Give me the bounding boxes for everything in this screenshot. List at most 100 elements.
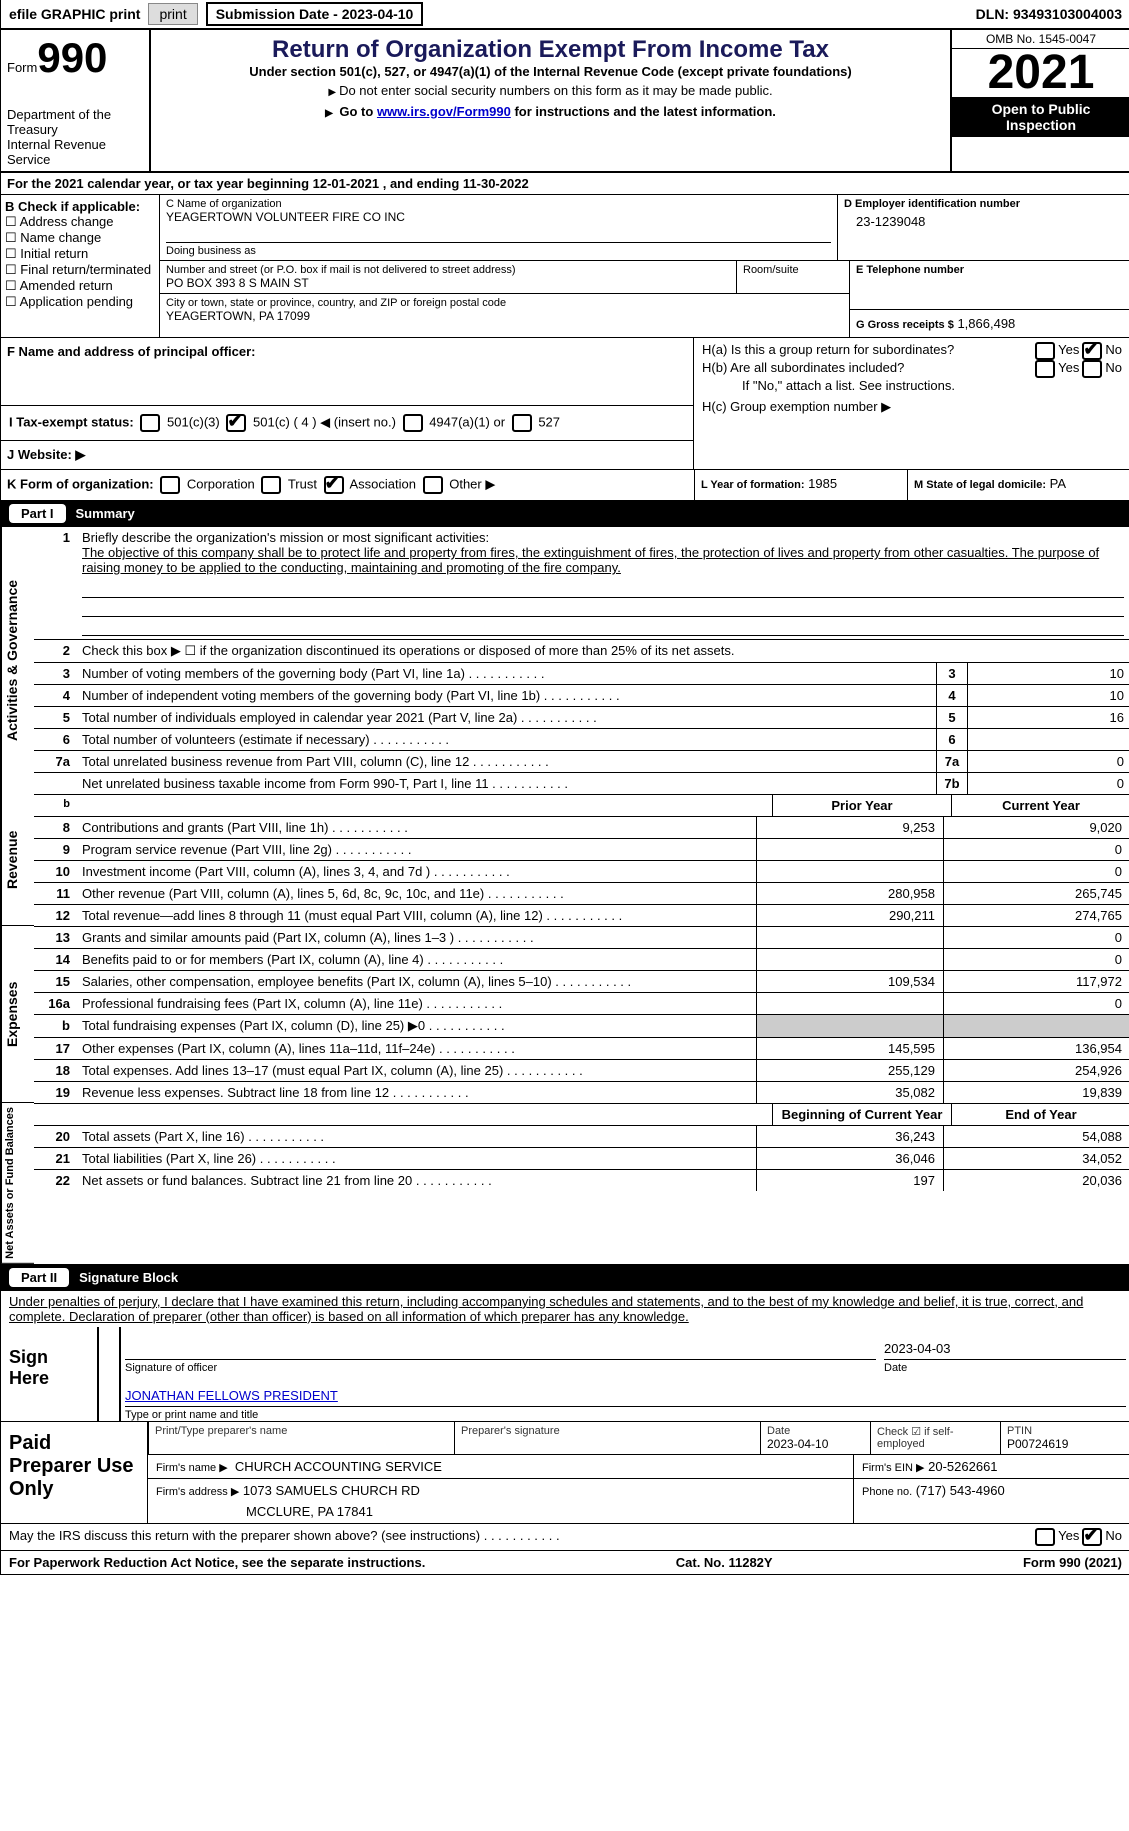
b-head: b <box>34 795 76 816</box>
sign-here-label: Sign Here <box>1 1327 97 1421</box>
current-val: 254,926 <box>943 1060 1129 1081</box>
h-a: H(a) Is this a group return for subordin… <box>702 342 1032 360</box>
k-trust[interactable] <box>261 476 281 494</box>
hb-no[interactable] <box>1082 360 1102 378</box>
k-assoc[interactable] <box>324 476 344 494</box>
chk-4947[interactable] <box>403 414 423 432</box>
prior-val: 35,082 <box>756 1082 943 1103</box>
line-num <box>34 773 76 794</box>
line-label: Net unrelated business taxable income fr… <box>76 773 936 794</box>
opt-corp: Corporation <box>187 476 255 491</box>
hb-yes[interactable] <box>1035 360 1055 378</box>
irs-label: Internal Revenue Service <box>7 137 143 167</box>
form-word: Form <box>7 60 37 75</box>
h-c: H(c) Group exemption number ▶ <box>702 399 1122 415</box>
paperwork-notice: For Paperwork Reduction Act Notice, see … <box>9 1555 425 1570</box>
chk-527[interactable] <box>512 414 532 432</box>
vlabel-netassets: Net Assets or Fund Balances <box>1 1103 34 1264</box>
box-l-label: L Year of formation: <box>701 479 805 491</box>
box-b-label: B Check if applicable: <box>5 199 155 214</box>
row-num: 21 <box>34 1148 76 1169</box>
line-box: 5 <box>936 707 968 728</box>
yes-lbl: Yes <box>1058 342 1079 360</box>
line-num: 5 <box>34 707 76 728</box>
box-c: C Name of organization YEAGERTOWN VOLUNT… <box>160 195 837 260</box>
k-corp[interactable] <box>160 476 180 494</box>
box-j-label: J Website: ▶ <box>1 440 693 469</box>
end-head: End of Year <box>951 1104 1129 1125</box>
chk-initial[interactable]: Initial return <box>20 246 88 261</box>
line-label: Total number of volunteers (estimate if … <box>76 729 936 750</box>
row-label: Program service revenue (Part VIII, line… <box>76 839 756 860</box>
box-l: L Year of formation: 1985 <box>694 470 907 500</box>
no-lbl: No <box>1105 342 1122 360</box>
arrow-icon <box>325 104 336 119</box>
chk-501c3[interactable] <box>140 414 160 432</box>
jurat-text: Under penalties of perjury, I declare th… <box>1 1291 1129 1327</box>
form990-link[interactable]: www.irs.gov/Form990 <box>377 104 511 119</box>
mission-text: The objective of this company shall be t… <box>82 545 1124 575</box>
ha-no[interactable] <box>1082 342 1102 360</box>
line-label: Total number of individuals employed in … <box>76 707 936 728</box>
dln: DLN: 93493103004003 <box>976 6 1122 22</box>
prior-val <box>756 861 943 882</box>
row-label: Total expenses. Add lines 13–17 (must eq… <box>76 1060 756 1081</box>
chk-final[interactable]: Final return/terminated <box>20 262 151 277</box>
chk-amended[interactable]: Amended return <box>20 278 113 293</box>
row-num: 17 <box>34 1038 76 1059</box>
officer-signature[interactable] <box>125 1341 876 1360</box>
h-b-note: If "No," attach a list. See instructions… <box>702 378 1122 393</box>
box-h: H(a) Is this a group return for subordin… <box>694 338 1129 469</box>
submission-date: Submission Date - 2023-04-10 <box>206 2 424 26</box>
opt-527: 527 <box>538 414 560 429</box>
no-foot: No <box>1105 1528 1122 1546</box>
k-other[interactable] <box>423 476 443 494</box>
row-label: Total revenue—add lines 8 through 11 (mu… <box>76 905 756 926</box>
yes-lbl2: Yes <box>1058 360 1079 378</box>
phone-label: Phone no. <box>862 1486 912 1498</box>
ptin: P00724619 <box>1007 1437 1124 1451</box>
ha-yes[interactable] <box>1035 342 1055 360</box>
efile-label: efile GRAPHIC print <box>9 6 140 22</box>
discuss-no[interactable] <box>1082 1528 1102 1546</box>
print-button[interactable]: print <box>148 3 197 25</box>
prior-val: 290,211 <box>756 905 943 926</box>
line-num: 7a <box>34 751 76 772</box>
row-label: Net assets or fund balances. Subtract li… <box>76 1170 756 1191</box>
opt-501c: 501(c) ( 4 ) ◀ (insert no.) <box>253 414 396 429</box>
ssn-note: Do not enter social security numbers on … <box>157 83 944 98</box>
line2-label: Check this box ▶ ☐ if the organization d… <box>76 640 1129 662</box>
officer-name: JONATHAN FELLOWS PRESIDENT <box>125 1388 1126 1407</box>
line-val: 16 <box>968 707 1129 728</box>
opt-trust: Trust <box>288 476 317 491</box>
chk-app[interactable]: Application pending <box>20 294 133 309</box>
line-num: 4 <box>34 685 76 706</box>
goto-pre: Go to <box>339 104 377 119</box>
box-d-label: D Employer identification number <box>844 198 1124 210</box>
box-i-label: I Tax-exempt status: <box>9 414 134 429</box>
prior-val: 280,958 <box>756 883 943 904</box>
row-num: 13 <box>34 927 76 948</box>
phone: (717) 543-4960 <box>916 1483 1005 1498</box>
chk-addr[interactable]: Address change <box>20 214 114 229</box>
form-number: 990 <box>37 34 107 81</box>
current-val: 0 <box>943 839 1129 860</box>
vlabel-revenue: Revenue <box>1 794 34 926</box>
briefly-label: Briefly describe the organization's miss… <box>82 530 1124 545</box>
row-label: Professional fundraising fees (Part IX, … <box>76 993 756 1014</box>
chk-501c[interactable] <box>226 414 246 432</box>
street-addr: PO BOX 393 8 S MAIN ST <box>166 276 730 290</box>
row-label: Total liabilities (Part X, line 26) <box>76 1148 756 1169</box>
box-k-label: K Form of organization: <box>7 476 154 491</box>
self-emp-label: Check ☑ if self-employed <box>877 1425 994 1450</box>
year-box: OMB No. 1545-0047 2021 Open to Public In… <box>950 30 1129 171</box>
discuss-yes[interactable] <box>1035 1528 1055 1546</box>
row-label: Total assets (Part X, line 16) <box>76 1126 756 1147</box>
prior-val <box>756 927 943 948</box>
chk-name[interactable]: Name change <box>20 230 101 245</box>
current-val: 274,765 <box>943 905 1129 926</box>
form-id-box: Form990 Department of the Treasury Inter… <box>1 30 151 171</box>
box-g-label: G Gross receipts $ <box>856 319 954 331</box>
current-val: 265,745 <box>943 883 1129 904</box>
discuss-text: May the IRS discuss this return with the… <box>9 1528 1032 1546</box>
